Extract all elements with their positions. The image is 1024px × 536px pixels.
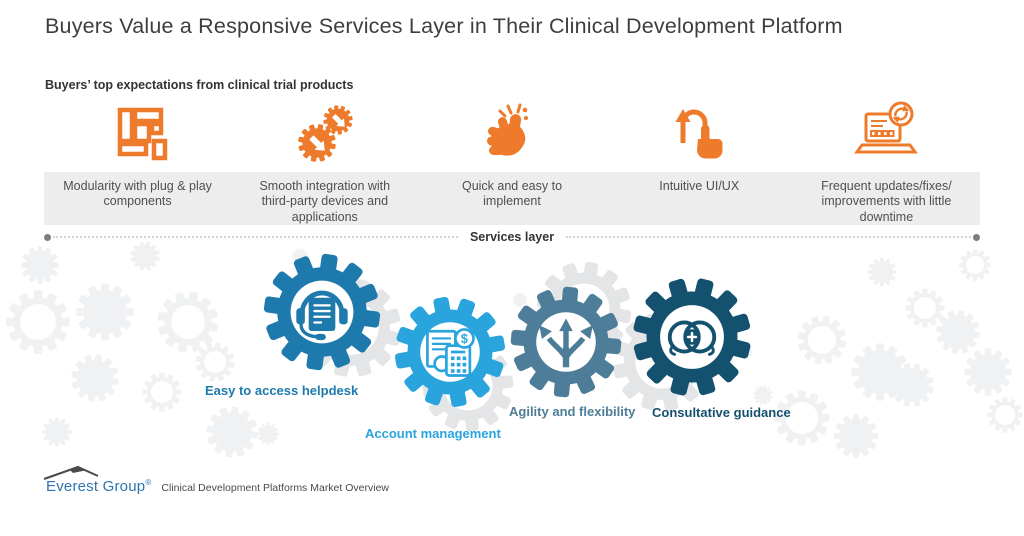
services-layer-label: Services layer: [469, 230, 555, 244]
divider-line: [53, 236, 458, 238]
divider-left-dot: [44, 233, 51, 241]
divider-right-dot: [973, 233, 981, 241]
invoice-calculator-icon: $: [426, 328, 475, 377]
service-label-consultative: Consultative guidance: [652, 405, 791, 420]
service-label-agility: Agility and flexibility: [509, 404, 636, 419]
registered-mark: ®: [145, 478, 152, 487]
footer: Everest Group® Clinical Development Plat…: [43, 456, 389, 496]
expectation-item: [231, 96, 418, 170]
consultative-gear: [632, 277, 752, 397]
expectation-item: [606, 96, 793, 170]
expectation-item: [44, 96, 231, 170]
expectation-item: [793, 96, 980, 170]
helpdesk-headset-icon: [296, 290, 348, 341]
agility-gear: [510, 286, 622, 398]
footer-caption: Clinical Development Platforms Market Ov…: [161, 482, 389, 494]
service-label-account-management: Account management: [365, 426, 501, 441]
page-title: Buyers Value a Responsive Services Layer…: [45, 14, 843, 38]
account-management-gear: $: [394, 296, 506, 408]
logo-text: Everest Group®: [46, 478, 152, 495]
section-subtitle: Buyers’ top expectations from clinical t…: [45, 78, 354, 92]
expectations-band: Modularity with plug & play components S…: [44, 172, 980, 225]
expectation-item: [418, 96, 605, 170]
services-layer-divider: Services layer: [44, 229, 981, 245]
expectation-label: Intuitive UI/UX: [659, 179, 740, 193]
snap-fingers-icon: [486, 103, 528, 156]
divider-line: [566, 236, 972, 238]
expectation-label: Smooth integration with third-party devi…: [259, 179, 391, 224]
expectation-label: Frequent updates/fixes/ improvements wit…: [821, 179, 952, 224]
expectation-label: Quick and easy to implement: [461, 179, 563, 209]
expectation-label: Modularity with plug & play components: [63, 179, 212, 209]
branching-arrows-icon: [539, 318, 593, 368]
laptop-refresh-icon: [854, 101, 919, 154]
svg-text:$: $: [461, 332, 468, 346]
mountain-peak-icon: [43, 465, 99, 480]
helpdesk-gear: [263, 253, 381, 371]
integration-gears-icon: [294, 103, 355, 165]
expectation-icons-row: [44, 96, 980, 170]
modularity-blocks-icon: [117, 107, 167, 161]
swipe-gesture-icon: [675, 109, 723, 159]
service-label-helpdesk: Easy to access helpdesk: [205, 383, 359, 398]
collaboration-loop-icon: [667, 320, 717, 356]
everest-group-logo: Everest Group®: [43, 464, 152, 496]
